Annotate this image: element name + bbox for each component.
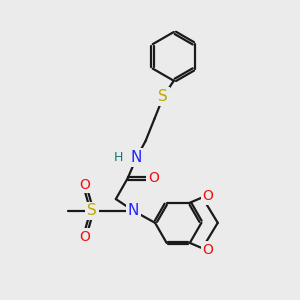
Text: O: O [79,230,90,244]
Text: S: S [158,89,168,104]
Text: S: S [87,203,97,218]
Text: N: N [131,150,142,165]
Text: O: O [148,171,159,185]
Text: H: H [114,151,124,164]
Text: N: N [128,203,139,218]
Text: O: O [79,178,90,192]
Text: O: O [202,243,213,257]
Text: O: O [202,189,213,203]
